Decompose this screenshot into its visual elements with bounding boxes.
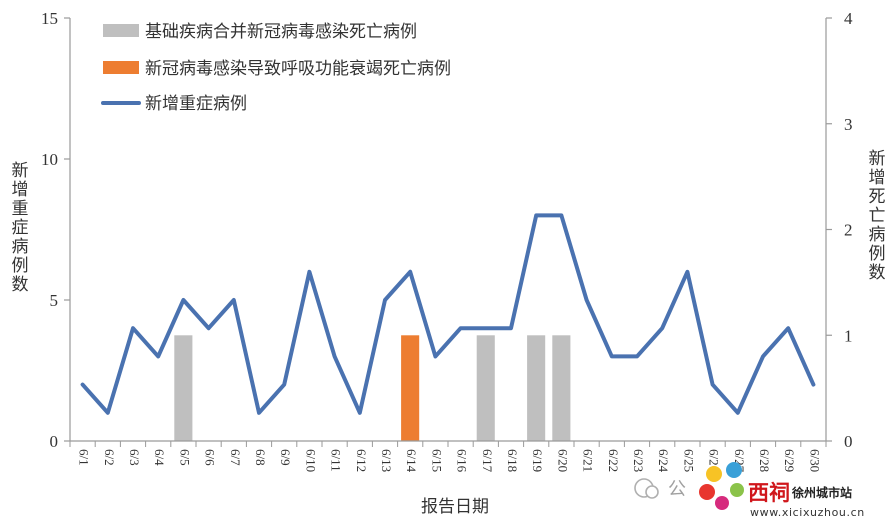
x-tick-label-6/20: 6/20	[555, 449, 570, 472]
right-tick-label-2: 2	[844, 221, 853, 240]
x-tick-label-6/14: 6/14	[404, 449, 419, 473]
x-tick-label-6/12: 6/12	[354, 449, 369, 472]
x-tick-label-6/21: 6/21	[581, 449, 596, 472]
x-tick-label-6/19: 6/19	[530, 449, 545, 472]
right-tick-label-0: 0	[844, 432, 853, 451]
x-tick-label-6/22: 6/22	[606, 449, 621, 472]
legend: 基础疾病合并新冠病毒感染死亡病例 新冠病毒感染导致呼吸功能衰竭死亡病例 新增重症…	[101, 22, 451, 114]
x-axis-title: 报告日期	[421, 497, 489, 517]
right-tick-label-1: 1	[844, 326, 853, 345]
x-tick-label-6/1: 6/1	[77, 449, 92, 466]
x-axis-ticks: 6/1 6/2 6/3 6/4 6/5 6/6 6/7 6/8 6/9 6/10 6/11 6/12 6…	[69, 441, 827, 473]
left-axis-title: 新增重症病例数	[12, 161, 29, 295]
bar-0-6/20	[552, 335, 571, 442]
legend-label-line-severe: 新增重症病例	[145, 94, 247, 114]
x-tick-label-6/23: 6/23	[631, 449, 646, 472]
x-tick-label-6/9: 6/9	[278, 449, 293, 466]
bar-0-6/5	[174, 335, 193, 442]
site-logo-icon	[699, 462, 744, 510]
right-axis-title: 新增死亡病例数	[869, 149, 886, 283]
x-tick-label-6/18: 6/18	[505, 449, 520, 472]
x-tick-label-6/25: 6/25	[681, 449, 696, 472]
left-tick-label-0: 0	[50, 432, 59, 451]
bar-0-6/19	[527, 335, 546, 442]
x-tick-label-6/7: 6/7	[228, 449, 243, 466]
x-tick-label-6/26: 6/26	[707, 449, 722, 473]
legend-swatch-bar-respiratory	[103, 61, 139, 74]
x-tick-label-6/15: 6/15	[429, 449, 444, 472]
legend-swatch-bar-underlying	[103, 24, 139, 37]
x-tick-label-6/6: 6/6	[203, 449, 218, 466]
x-tick-label-6/5: 6/5	[177, 449, 192, 466]
x-tick-label-6/24: 6/24	[656, 449, 671, 473]
right-tick-label-3: 3	[844, 115, 853, 134]
legend-label-bar-underlying: 基础疾病合并新冠病毒感染死亡病例	[145, 22, 417, 42]
left-axis-ticks: 0 5 10 15	[41, 9, 70, 451]
x-tick-label-6/11: 6/11	[329, 449, 344, 472]
right-axis-ticks: 0 1 2 3 4	[826, 9, 853, 451]
watermark: 公 西祠 徐州城市站 www.xicixuzhou.cn	[634, 462, 865, 519]
x-tick-label-6/8: 6/8	[253, 449, 268, 466]
site-brand-text: 西祠	[748, 481, 790, 505]
bar-0-6/17	[476, 335, 495, 442]
x-tick-label-6/2: 6/2	[102, 449, 117, 466]
bar-series-group	[174, 335, 571, 442]
x-tick-label-6/29: 6/29	[782, 449, 797, 472]
site-subtitle-text: 徐州城市站	[791, 485, 852, 500]
site-url-text: www.xicixuzhou.cn	[750, 506, 865, 519]
bar-1-6/14	[401, 335, 420, 442]
x-tick-label-6/3: 6/3	[127, 449, 142, 466]
left-tick-label-15: 15	[41, 9, 58, 28]
x-tick-label-6/13: 6/13	[379, 449, 394, 472]
wechat-icon-bubble	[645, 485, 659, 499]
x-tick-label-6/4: 6/4	[152, 449, 167, 466]
x-tick-label-6/30: 6/30	[807, 449, 822, 472]
x-tick-label-6/17: 6/17	[480, 449, 495, 473]
wechat-watermark-text: 公	[668, 479, 686, 500]
left-tick-label-5: 5	[50, 291, 59, 310]
line-series-severe-cases	[80, 213, 816, 415]
x-tick-label-6/28: 6/28	[757, 449, 772, 472]
x-tick-label-6/16: 6/16	[455, 449, 470, 473]
left-tick-label-10: 10	[41, 150, 58, 169]
right-tick-label-4: 4	[844, 9, 853, 28]
x-tick-label-6/10: 6/10	[303, 449, 318, 472]
legend-label-bar-respiratory: 新冠病毒感染导致呼吸功能衰竭死亡病例	[145, 59, 451, 79]
